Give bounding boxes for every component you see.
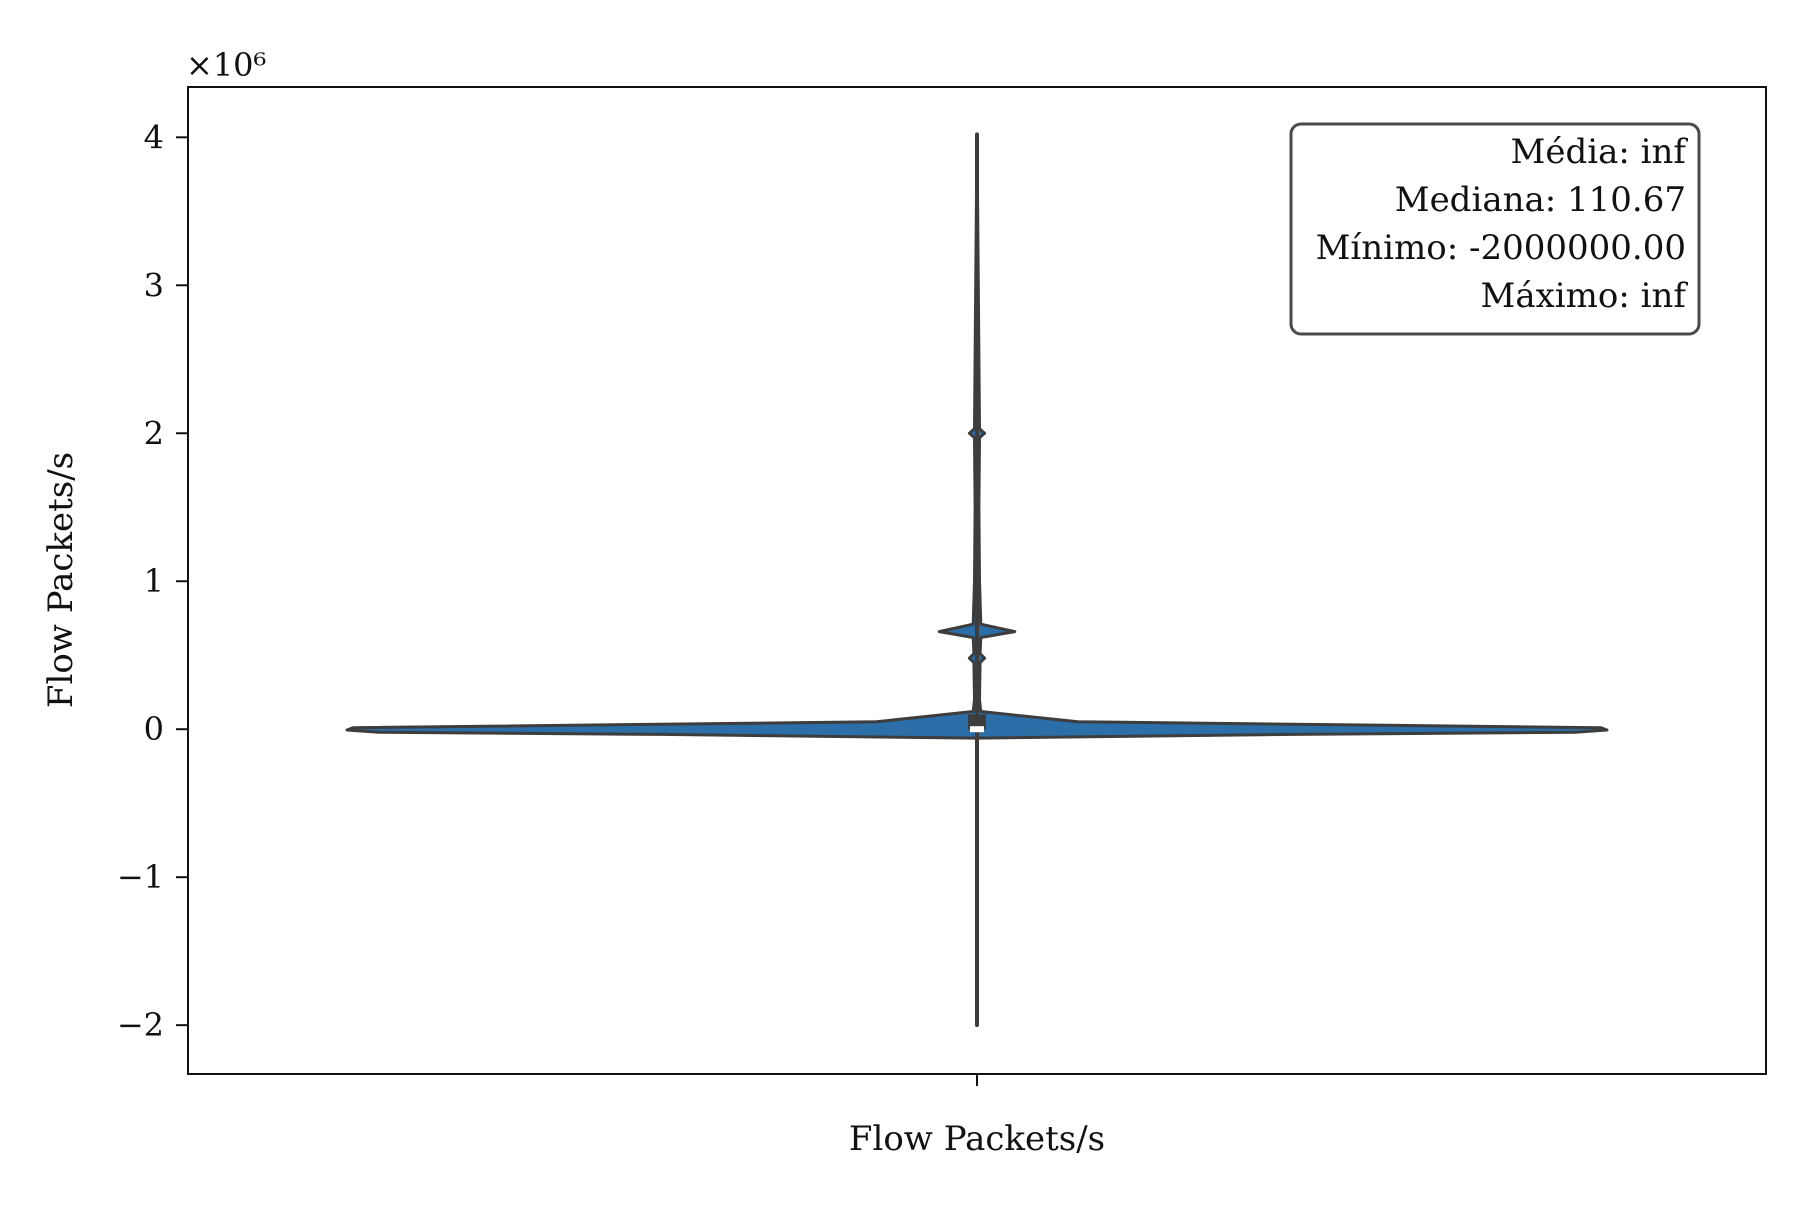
stats-max: Máximo: inf: [1481, 276, 1689, 316]
y-tick-label: 4: [144, 118, 164, 156]
stats-min: Mínimo: -2000000.00: [1316, 228, 1686, 268]
y-tick-label: 1: [144, 562, 164, 600]
stats-median: Mediana: 110.67: [1395, 180, 1686, 220]
stats-mean: Média: inf: [1511, 132, 1689, 172]
stats-box: Média: inf Mediana: 110.67 Mínimo: -2000…: [1289, 122, 1701, 336]
violin-iqr-box: [968, 714, 986, 730]
y-tick-label: 2: [144, 414, 164, 452]
x-axis-label: Flow Packets/s: [849, 1119, 1105, 1159]
y-tick-label: 0: [144, 710, 164, 748]
violin-layer: [345, 132, 1609, 1028]
y-tick-label: 3: [144, 266, 164, 304]
y-axis: −2 −1 0 1 2 3 4: [117, 118, 188, 1044]
y-axis-label: Flow Packets/s: [41, 452, 81, 708]
y-tick-label: −1: [117, 858, 164, 896]
y-scale-label: ×10⁶: [186, 46, 266, 84]
violin-median-marker: [970, 726, 984, 733]
stats-box-frame: [1289, 122, 1701, 336]
y-tick-label: −2: [117, 1006, 164, 1044]
